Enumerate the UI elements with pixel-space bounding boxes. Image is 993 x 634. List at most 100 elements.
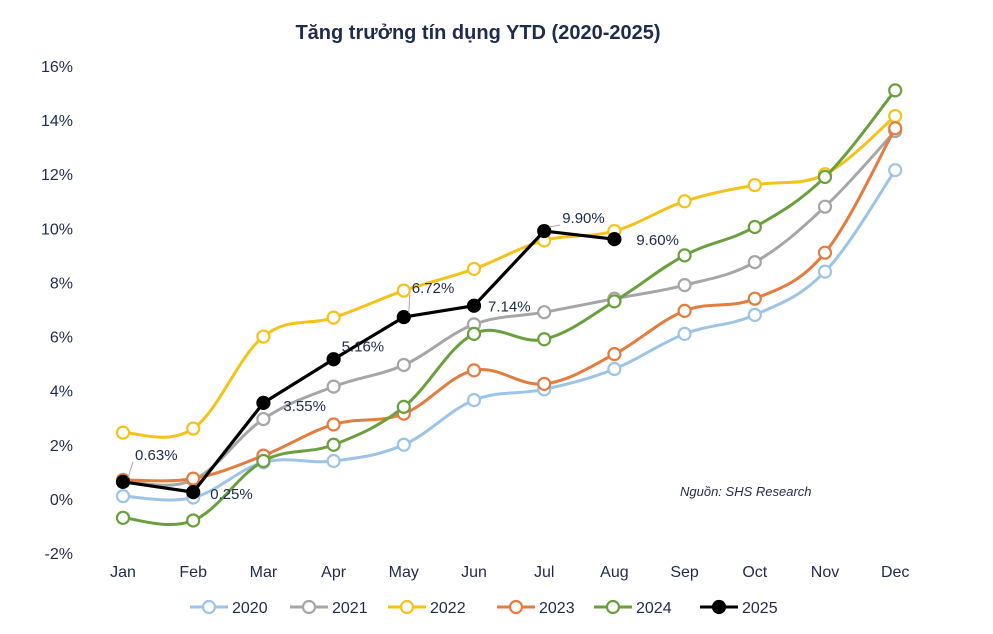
data-label-2025: 3.55%	[283, 398, 326, 415]
data-point-2020	[747, 307, 762, 323]
legend-swatch-marker	[399, 599, 415, 615]
data-label-2025: 6.72%	[412, 280, 455, 297]
data-point-2021	[537, 305, 552, 320]
data-label-2025: 5.16%	[342, 338, 385, 355]
x-tick-label: Feb	[179, 564, 207, 581]
data-label-2025: 0.25%	[210, 486, 253, 503]
label-leader-line	[127, 461, 134, 478]
data-point-2023	[186, 471, 201, 486]
data-label-2025: 9.90%	[562, 210, 605, 227]
data-point-2023	[607, 347, 622, 362]
series-line-2022	[122, 114, 897, 439]
data-point-2024	[396, 399, 411, 414]
x-tick-label: Jul	[534, 564, 554, 581]
data-point-2025	[326, 352, 341, 367]
data-label-2025: 0.63%	[135, 447, 178, 464]
legend-label: 2022	[430, 600, 466, 617]
data-point-2020	[888, 163, 903, 178]
legend-label: 2024	[636, 600, 672, 617]
x-tick-label: May	[389, 564, 419, 581]
legend-item-2020: 2020	[190, 599, 268, 617]
data-point-2021	[396, 357, 411, 373]
data-point-2020	[607, 361, 622, 377]
data-point-2022	[677, 194, 692, 209]
x-axis: Jan Feb Mar Apr May Jun Jul Aug Sep Oct Nov Dec	[110, 564, 909, 581]
data-point-2024	[466, 326, 482, 341]
data-point-2023	[537, 376, 552, 392]
data-point-2024	[115, 510, 131, 525]
y-tick-label: 12%	[41, 167, 73, 184]
data-point-2024	[326, 437, 341, 452]
legend-item-2025: 2025	[700, 599, 778, 617]
data-point-2020	[817, 264, 833, 279]
y-tick-label: 14%	[41, 113, 73, 130]
data-point-2021	[256, 411, 271, 427]
chart-title: Tăng trưởng tín dụng YTD (2020-2025)	[295, 22, 660, 44]
label-leader-line	[549, 224, 561, 228]
series-2022	[115, 108, 903, 440]
data-point-2020	[466, 393, 482, 408]
y-tick-label: 16%	[41, 59, 73, 76]
data-point-2022	[466, 261, 482, 277]
data-point-2023	[888, 121, 903, 136]
x-tick-label: Oct	[742, 564, 767, 581]
data-point-2022	[115, 425, 131, 440]
data-label-2025: 7.14%	[488, 299, 531, 316]
y-tick-label: 8%	[50, 275, 73, 292]
data-point-2024	[888, 83, 903, 98]
y-tick-label: 2%	[50, 438, 73, 455]
data-point-2023	[466, 363, 482, 378]
x-tick-label: Jan	[110, 564, 136, 581]
y-axis: -2% 0% 2% 4% 6% 8% 10% 12% 14% 16%	[41, 59, 73, 563]
data-point-2022	[888, 108, 903, 124]
data-point-2021	[747, 255, 762, 270]
data-point-2022	[326, 310, 341, 325]
series-2024	[115, 83, 903, 528]
data-point-2025	[396, 309, 411, 325]
data-point-2025	[256, 395, 271, 410]
legend-swatch-marker	[301, 599, 317, 615]
x-tick-label: Nov	[811, 564, 839, 581]
legend: 2020 2021 2022 2023 2024 2025	[190, 599, 778, 617]
series-line-2021	[122, 129, 897, 487]
data-point-2023	[747, 291, 762, 306]
legend-label: 2023	[539, 600, 575, 617]
x-tick-label: Aug	[600, 564, 628, 581]
data-point-2025	[115, 474, 131, 489]
x-tick-label: Mar	[250, 564, 278, 581]
data-label-2025: 9.60%	[636, 232, 679, 249]
legend-item-2022: 2022	[388, 599, 466, 617]
data-point-2023	[817, 245, 833, 260]
data-point-2020	[396, 437, 411, 452]
data-point-2024	[537, 332, 552, 347]
legend-swatch-marker	[711, 599, 727, 615]
legend-label: 2021	[332, 600, 368, 617]
data-point-2025	[186, 485, 201, 500]
legend-swatch-marker	[201, 599, 217, 615]
data-point-2024	[817, 169, 833, 185]
series-2025	[115, 223, 622, 500]
series-lines	[115, 83, 903, 528]
data-point-2024	[747, 219, 762, 235]
data-point-2024	[677, 248, 692, 263]
y-tick-label: 10%	[41, 221, 73, 238]
data-labels: 0.63% 0.25% 3.55% 5.16% 6.72% 7.14% 9.90% 9.60%	[127, 210, 679, 503]
data-point-2022	[747, 177, 762, 193]
x-tick-label: Jun	[461, 564, 487, 581]
legend-item-2024: 2024	[594, 599, 672, 617]
legend-item-2023: 2023	[497, 599, 575, 617]
legend-label: 2025	[742, 600, 778, 617]
data-point-2021	[326, 379, 341, 394]
x-tick-label: Dec	[881, 564, 909, 581]
legend-swatch-marker	[508, 599, 524, 615]
data-point-2024	[607, 294, 622, 309]
data-point-2025	[607, 232, 622, 247]
y-tick-label: 0%	[50, 492, 73, 509]
data-point-2020	[115, 489, 131, 504]
x-tick-label: Apr	[321, 564, 347, 581]
data-point-2023	[326, 417, 341, 432]
series-line-2025	[122, 229, 615, 494]
data-point-2022	[256, 329, 271, 344]
y-tick-label: 4%	[50, 384, 73, 401]
